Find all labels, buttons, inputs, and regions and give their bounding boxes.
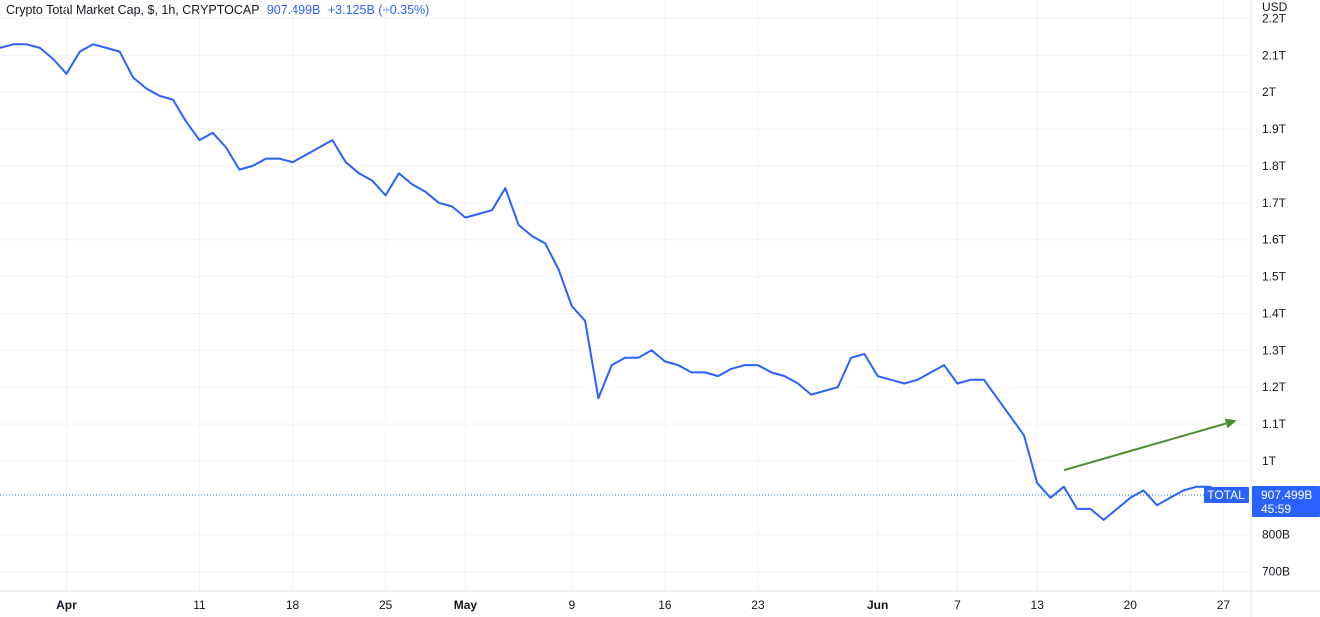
time-tick-label: 18 xyxy=(286,598,300,612)
time-tick-label: Jun xyxy=(867,598,888,612)
time-tick-label: 25 xyxy=(379,598,393,612)
price-tick-label: 1.7T xyxy=(1262,196,1287,210)
series-line[interactable] xyxy=(0,43,1224,521)
time-tick-label: 20 xyxy=(1124,598,1138,612)
time-tick-label: Apr xyxy=(56,598,77,612)
price-axis-unit: USD xyxy=(1262,0,1288,14)
price-tick-label: 1.4T xyxy=(1262,306,1287,320)
chart-header: Crypto Total Market Cap, $, 1h, CRYPTOCA… xyxy=(6,3,429,17)
time-tick-label: 13 xyxy=(1031,598,1045,612)
time-tick-label: 27 xyxy=(1217,598,1231,612)
trend-arrow-shaft xyxy=(1063,422,1227,472)
tag-value: 907.499B xyxy=(1261,488,1312,502)
time-tick-label: 16 xyxy=(658,598,672,612)
price-change: +3.125B (+0.35%) xyxy=(327,3,430,17)
price-tick-label: 1.6T xyxy=(1262,233,1287,247)
price-tick-label: 700B xyxy=(1262,565,1290,579)
tag-countdown: 45:59 xyxy=(1261,502,1291,516)
time-tick-label: 9 xyxy=(568,598,575,612)
tag-value-background xyxy=(1252,486,1320,517)
price-tag: TOTAL 907.499B 45:59 xyxy=(1204,486,1320,517)
time-axis[interactable]: Apr 11 18 25 May 9 16 23 Jun 7 13 20 27 xyxy=(56,598,1230,612)
price-tick-label: 1.3T xyxy=(1262,343,1287,357)
price-tick-label: 2.2T xyxy=(1262,11,1287,25)
price-tick-label: 2.1T xyxy=(1262,48,1287,62)
time-tick-label: 11 xyxy=(193,598,206,612)
price-tick-label: 800B xyxy=(1262,528,1290,542)
tag-symbol-background xyxy=(1204,487,1249,503)
grid-lines xyxy=(0,0,1250,590)
price-tick-label: 1.9T xyxy=(1262,122,1287,136)
time-tick-label: 23 xyxy=(751,598,765,612)
price-tick-label: 1.8T xyxy=(1262,159,1287,173)
price-axis[interactable]: USD 2.2T 2.1T 2T 1.9T 1.8T 1.7T 1.6T 1.5T 1.4T 1.… xyxy=(1262,0,1290,579)
price-tick-label: 1.1T xyxy=(1262,417,1287,431)
price-tick-label: 1.5T xyxy=(1262,270,1287,284)
price-tick-label: 1T xyxy=(1262,454,1277,468)
symbol-title[interactable]: Crypto Total Market Cap, $, 1h, CRYPTOCA… xyxy=(6,3,260,17)
trend-arrow-head xyxy=(1224,418,1237,429)
time-tick-label: May xyxy=(454,598,478,612)
last-price: 907.499B xyxy=(266,3,321,17)
trend-arrow-annotation[interactable] xyxy=(1063,418,1237,472)
tag-symbol: TOTAL xyxy=(1207,488,1245,502)
price-tick-label: 1.2T xyxy=(1262,380,1287,394)
price-tick-label: 2T xyxy=(1262,85,1277,99)
time-tick-label: 7 xyxy=(954,598,961,612)
